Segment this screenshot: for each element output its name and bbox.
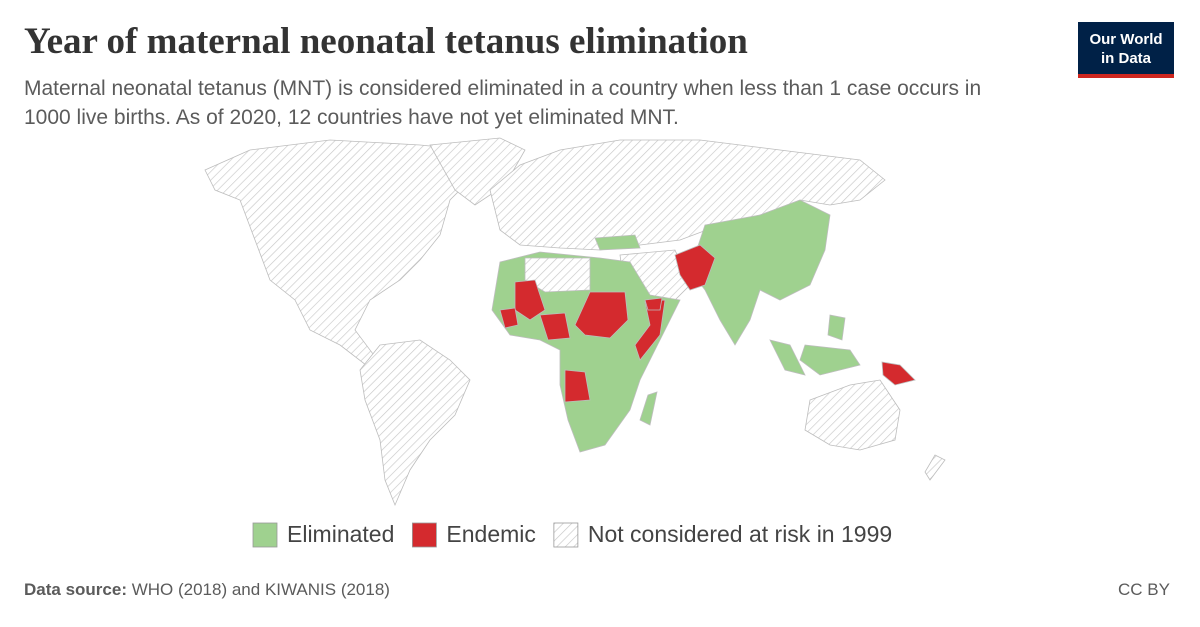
legend-swatch bbox=[252, 522, 278, 548]
region bbox=[639, 391, 658, 426]
region bbox=[769, 314, 861, 376]
subtitle: Maternal neonatal tetanus (MNT) is consi… bbox=[24, 77, 982, 129]
source-label: Data source: bbox=[24, 580, 127, 599]
region bbox=[359, 339, 471, 507]
region bbox=[489, 139, 886, 251]
region bbox=[564, 369, 591, 403]
legend-label: Endemic bbox=[446, 521, 535, 547]
legend-label: Eliminated bbox=[287, 521, 394, 547]
source-text: WHO (2018) and KIWANIS (2018) bbox=[131, 580, 390, 599]
region bbox=[204, 139, 476, 373]
legend-label: Not considered at risk in 1999 bbox=[588, 521, 892, 547]
source: Data source: WHO (2018) and KIWANIS (201… bbox=[24, 580, 390, 600]
region bbox=[514, 279, 546, 321]
legend-swatch bbox=[553, 522, 579, 548]
region bbox=[674, 244, 716, 291]
region bbox=[881, 361, 916, 386]
region bbox=[689, 199, 831, 346]
region bbox=[574, 291, 629, 339]
license[interactable]: CC BY bbox=[1118, 580, 1170, 599]
legend-swatch bbox=[411, 522, 437, 548]
title: Year of maternal neonatal tetanus elimin… bbox=[24, 21, 748, 62]
region bbox=[524, 257, 591, 293]
region bbox=[644, 297, 663, 311]
region bbox=[634, 299, 666, 361]
logo-line: Our World bbox=[1089, 31, 1163, 48]
region bbox=[804, 379, 901, 451]
logo[interactable]: Our World in Data bbox=[1078, 22, 1174, 78]
region bbox=[594, 234, 641, 251]
region bbox=[539, 312, 571, 341]
region bbox=[924, 454, 946, 481]
logo-line: in Data bbox=[1100, 50, 1151, 67]
region bbox=[499, 307, 519, 329]
